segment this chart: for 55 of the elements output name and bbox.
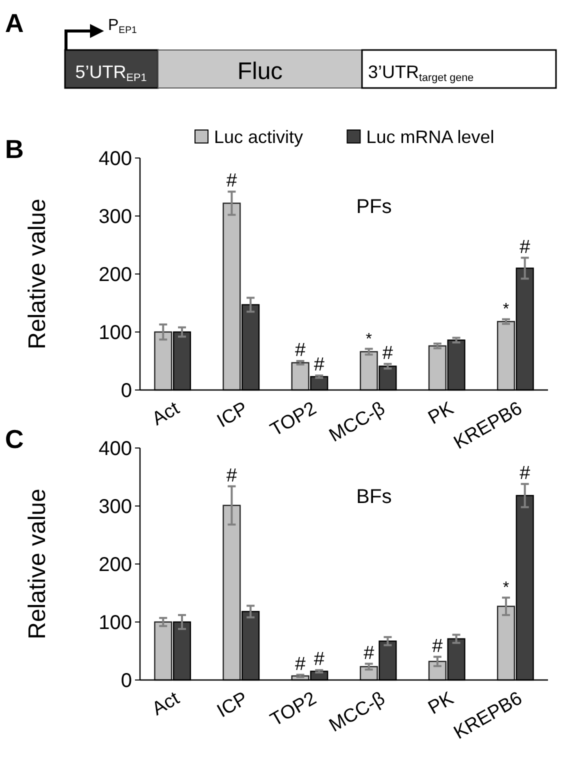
y-tick-label: 200	[98, 554, 132, 576]
annotation: #	[314, 649, 325, 670]
x-tick-label: Act	[148, 688, 184, 720]
y-axis-title: Relative value	[24, 488, 51, 640]
x-tick-label: TOP2	[267, 398, 320, 441]
y-tick-label: 400	[98, 148, 132, 170]
bar	[360, 351, 378, 391]
legend-label: Luc mRNA level	[366, 127, 494, 147]
annotation: #	[314, 354, 325, 376]
x-tick-label: PK	[424, 398, 458, 430]
annotation: #	[364, 642, 375, 664]
x-tick-label: Act	[148, 398, 184, 430]
annotation: #	[432, 636, 444, 657]
x-tick-label: ICP	[214, 688, 252, 722]
x-tick-label: TOP2	[267, 688, 320, 731]
bar	[496, 320, 516, 391]
text: Fluc	[237, 58, 283, 85]
y-axis-title: Relative value	[24, 198, 51, 350]
text: 3’UTR$_{target gene}$	[368, 62, 474, 84]
y-tick-label: 100	[98, 322, 132, 344]
annotation: *	[502, 301, 510, 318]
text: B	[5, 134, 24, 164]
y-tick-label: 0	[120, 380, 132, 402]
text: BFs	[356, 486, 392, 508]
text: PFs	[356, 196, 392, 218]
bar	[222, 202, 241, 391]
annotation: #	[226, 465, 238, 486]
bar	[428, 345, 446, 391]
annotation: *	[502, 580, 510, 597]
bar	[222, 504, 241, 681]
annotation: #	[520, 236, 531, 258]
y-tick-label: 100	[98, 612, 132, 634]
annotation: *	[366, 330, 372, 348]
bar	[291, 362, 310, 391]
text: P$_{EP1}$	[108, 17, 137, 36]
annotation: #	[294, 340, 306, 361]
text: 5’UTR$_{EP1}$	[75, 62, 147, 84]
annotation: #	[294, 654, 306, 675]
text: C	[5, 424, 24, 454]
bar	[428, 660, 446, 681]
bar	[154, 331, 172, 391]
y-tick-label: 0	[120, 670, 132, 692]
annotation: #	[226, 170, 238, 192]
x-tick-label: ICP	[214, 398, 252, 432]
y-tick-label: 400	[98, 438, 132, 460]
legend-label: Luc activity	[214, 127, 304, 147]
bar	[154, 621, 172, 681]
y-tick-label: 300	[98, 206, 132, 228]
y-tick-label: 200	[98, 264, 132, 286]
annotation: #	[520, 462, 531, 484]
text: A	[5, 8, 24, 38]
bar	[496, 606, 516, 681]
y-tick-label: 300	[98, 496, 132, 518]
x-tick-label: PK	[424, 688, 458, 720]
annotation: #	[382, 342, 394, 364]
